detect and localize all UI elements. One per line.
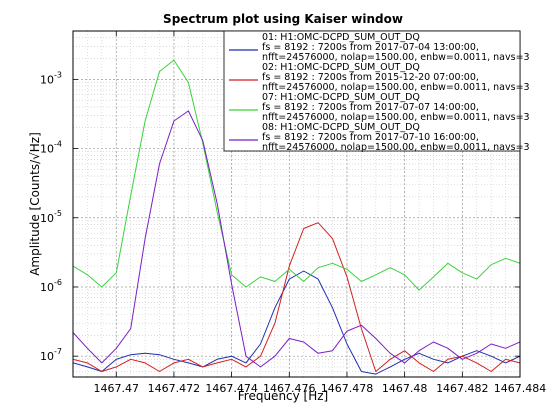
legend-text-line: 07: H1:OMC-DCPD_SUM_OUT_DQ: [262, 92, 420, 103]
x-tick-label: 1467.47: [94, 382, 140, 395]
legend-text-line: 01: H1:OMC-DCPD_SUM_OUT_DQ: [262, 32, 420, 43]
y-tick-labels: 10-710-610-510-410-3: [40, 70, 62, 363]
legend-text-line: fs = 8192 : 7200s from 2017-07-07 14:00:…: [262, 102, 479, 113]
legend-text-line: nfft=24576000, nolap=1500.00, enbw=0.001…: [262, 142, 530, 153]
y-tick-base: 10: [40, 281, 54, 294]
chart-title: Spectrum plot using Kaiser window: [163, 12, 403, 26]
y-tick-base: 10: [40, 73, 54, 86]
x-axis-label: Frequency [Hz]: [238, 389, 329, 403]
legend-text-line: nfft=24576000, nolap=1500.00, enbw=0.001…: [262, 52, 530, 63]
series-line-4: [73, 110, 520, 368]
legend-text-line: 02: H1:OMC-DCPD_SUM_OUT_DQ: [262, 62, 420, 73]
x-tick-label: 1467.474: [205, 382, 258, 395]
x-tick-labels: 1467.47 1467.472 1467.474 1467.476 1467.478 1…: [94, 382, 547, 395]
y-tick-base: 10: [40, 212, 54, 225]
y-tick-label: 10-5: [40, 209, 62, 225]
y-tick-label: 10-4: [40, 140, 62, 156]
x-tick-label: 1467.484: [494, 382, 547, 395]
legend-text-line: fs = 8192 : 7200s from 2015-12-20 07:00:…: [262, 72, 479, 83]
legend-text-line: nfft=24576000, nolap=1500.00, enbw=0.001…: [262, 112, 530, 123]
y-tick-exponent: -7: [54, 347, 62, 356]
series-line-3: [73, 59, 520, 291]
series-layer: [73, 59, 520, 375]
legend-text-line: fs = 8192 : 7200s from 2017-07-10 16:00:…: [262, 132, 479, 143]
y-tick-label: 10-3: [40, 70, 62, 86]
x-tick-label: 1467.482: [436, 382, 489, 395]
x-tick-label: 1467.472: [148, 382, 201, 395]
y-tick-base: 10: [40, 143, 54, 156]
y-tick-exponent: -3: [54, 70, 62, 79]
legend-text-line: nfft=24576000, nolap=1500.00, enbw=0.001…: [262, 82, 530, 93]
legend-text-line: fs = 8192 : 7200s from 2017-07-04 13:00:…: [262, 42, 479, 53]
y-tick-label: 10-6: [40, 278, 62, 294]
legend-box: [223, 30, 521, 152]
y-tick-label: 10-7: [40, 347, 62, 363]
y-tick-exponent: -5: [54, 209, 62, 218]
y-axis-label: Amplitude [Counts/√Hz]: [28, 132, 42, 276]
legend-text-line: 08: H1:OMC-DCPD_SUM_OUT_DQ: [262, 122, 420, 133]
series-line-2: [73, 222, 520, 372]
y-tick-exponent: -4: [54, 140, 62, 149]
x-tick-label: 1467.48: [382, 382, 428, 395]
y-tick-exponent: -6: [54, 278, 62, 287]
x-tick-label: 1467.476: [263, 382, 316, 395]
y-tick-base: 10: [40, 350, 54, 363]
x-tick-label: 1467.478: [321, 382, 374, 395]
